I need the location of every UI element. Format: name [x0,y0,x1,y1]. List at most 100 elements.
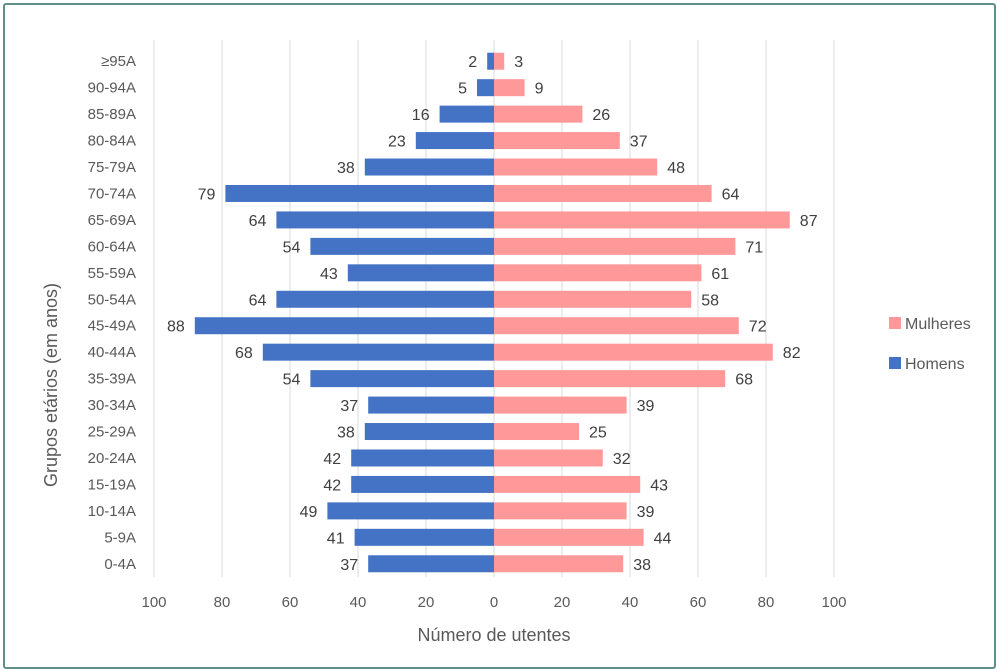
bar-homens [439,105,494,123]
y-tick-label: 65-69A [88,212,136,229]
data-label: 25 [589,425,607,442]
y-tick-label: 45-49A [88,318,136,335]
bar-homens [225,184,494,202]
bar-homens [276,290,494,308]
data-label: 79 [198,186,216,203]
bar-homens [364,423,494,441]
x-tick-label: 100 [821,594,846,611]
bar-mulheres [494,396,627,414]
data-label: 38 [337,425,355,442]
data-label: 32 [613,451,631,468]
data-label: 37 [340,557,358,574]
y-tick-label: 20-24A [88,450,136,467]
y-tick-label: 50-54A [88,291,136,308]
y-tick-label: 35-39A [88,371,136,388]
data-label: 64 [722,186,740,203]
y-tick-label: 40-44A [88,344,136,361]
y-tick-label: 30-34A [88,397,136,414]
data-label: 38 [337,160,355,177]
data-label: 54 [283,372,301,389]
data-label: 5 [458,81,467,98]
legend-swatch [889,317,901,329]
bar-homens [194,317,495,335]
x-axis-title: Número de utentes [417,625,570,645]
data-label: 58 [701,292,719,309]
data-label: 41 [327,530,345,547]
data-label: 68 [735,372,753,389]
data-label: 71 [745,239,763,256]
bar-mulheres [494,132,620,150]
bar-mulheres [494,79,525,97]
x-tick-label: 40 [622,594,639,611]
data-label: 68 [235,345,253,362]
data-label: 82 [783,345,801,362]
bar-mulheres [494,423,579,441]
data-label: 42 [323,477,341,494]
x-tick-label: 60 [282,594,299,611]
y-tick-label: 80-84A [88,133,136,150]
x-tick-label: 80 [214,594,231,611]
bar-homens [347,264,494,282]
bar-homens [310,370,494,388]
x-tick-label: 20 [418,594,435,611]
y-tick-label: 0-4A [104,556,136,573]
data-label: 54 [283,239,301,256]
y-tick-label: 60-64A [88,238,136,255]
bar-mulheres [494,502,627,520]
data-label: 26 [592,107,610,124]
bar-mulheres [494,290,692,308]
bar-mulheres [494,449,603,467]
bar-homens [477,79,494,97]
data-label: 44 [654,530,672,547]
x-tick-label: 0 [490,594,498,611]
y-tick-label: 15-19A [88,476,136,493]
y-tick-label: 90-94A [88,80,136,97]
data-label: 88 [167,319,185,336]
data-label: 23 [388,134,406,151]
data-label: 37 [340,398,358,415]
y-tick-label: 10-14A [88,503,136,520]
bar-mulheres [494,264,702,282]
data-label: 61 [711,266,729,283]
y-tick-label: 85-89A [88,106,136,123]
legend-swatch [889,357,901,369]
bar-mulheres [494,528,644,546]
bar-mulheres [494,237,736,255]
y-tick-label: 70-74A [88,185,136,202]
bar-mulheres [494,555,624,573]
bar-mulheres [494,475,641,493]
data-label: 16 [412,107,430,124]
legend-label: Homens [905,356,965,373]
x-tick-label: 80 [758,594,775,611]
data-label: 43 [650,477,668,494]
bar-homens [368,555,494,573]
data-label: 87 [800,213,818,230]
y-tick-label: ≥95A [101,53,136,70]
bar-mulheres [494,343,773,361]
y-tick-label: 5-9A [104,529,136,546]
x-tick-label: 20 [554,594,571,611]
bar-homens [351,475,494,493]
bar-homens [276,211,494,229]
bar-homens [310,237,494,255]
data-label: 9 [535,81,544,98]
labels: 100 80 60 40 20 0 20 40 60 80 100 0-4A 5-9A 10-14A 15-… [88,53,847,611]
bar-homens [354,528,494,546]
data-label: 72 [749,319,767,336]
data-label: 2 [468,54,477,71]
y-axis-title: Grupos etários (em anos) [41,283,61,487]
x-tick-label: 60 [690,594,707,611]
legend: Mulheres Homens [889,316,971,373]
legend-label: Mulheres [905,316,971,333]
data-label: 48 [667,160,685,177]
y-tick-label: 55-59A [88,265,136,282]
bar-homens [364,158,494,176]
data-label: 3 [514,54,523,71]
y-tick-label: 75-79A [88,159,136,176]
bars [194,52,790,573]
bar-homens [415,132,494,150]
data-label: 64 [249,292,267,309]
bar-mulheres [494,105,583,123]
bar-homens [368,396,494,414]
